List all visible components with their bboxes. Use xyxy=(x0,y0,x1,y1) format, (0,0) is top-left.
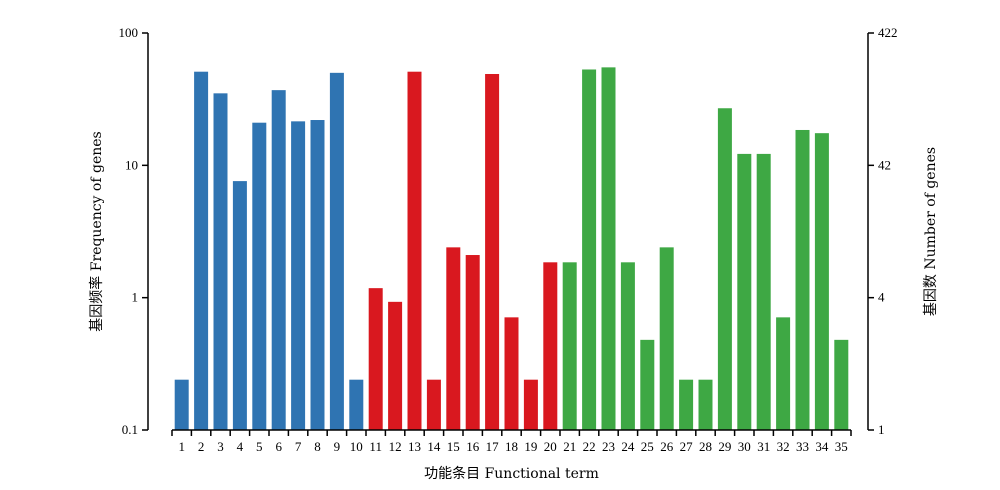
bar-35 xyxy=(834,339,849,430)
bar-16 xyxy=(465,255,480,430)
bar-34 xyxy=(814,133,829,430)
left-tick-label: 0.1 xyxy=(122,422,138,437)
bar-12 xyxy=(388,301,403,430)
x-tick-label: 19 xyxy=(524,439,537,454)
x-tick-label: 15 xyxy=(447,439,460,454)
x-tick-label: 27 xyxy=(680,439,694,454)
bar-11 xyxy=(368,288,383,430)
bar-32 xyxy=(776,317,791,430)
x-tick-label: 29 xyxy=(718,439,731,454)
bar-7 xyxy=(291,121,306,431)
bar-9 xyxy=(329,72,344,430)
x-tick-label: 8 xyxy=(314,439,321,454)
x-tick-label: 34 xyxy=(815,439,829,454)
x-axis-title: 功能条目 Functional term xyxy=(424,465,599,482)
right-tick-label: 1 xyxy=(878,422,885,437)
x-tick-label: 9 xyxy=(334,439,341,454)
bar-25 xyxy=(640,339,655,430)
bar-17 xyxy=(485,73,500,431)
x-tick-label: 25 xyxy=(641,439,654,454)
right-y-axis-title: 基因数 Number of genes xyxy=(922,147,939,316)
bar-4 xyxy=(232,181,247,430)
bar-1 xyxy=(174,379,189,430)
x-tick-label: 20 xyxy=(544,439,557,454)
bars-group xyxy=(174,67,849,431)
x-tick-label: 10 xyxy=(350,439,363,454)
x-tick-label: 13 xyxy=(408,439,421,454)
x-tick-label: 16 xyxy=(466,439,480,454)
bar-33 xyxy=(795,129,810,431)
x-tick-label: 30 xyxy=(738,439,751,454)
left-tick-label: 10 xyxy=(125,157,138,172)
bar-27 xyxy=(679,379,694,430)
x-tick-label: 35 xyxy=(835,439,848,454)
bar-23 xyxy=(601,67,616,430)
x-tick-label: 32 xyxy=(777,439,790,454)
x-tick-label: 17 xyxy=(486,439,500,454)
x-tick-label: 7 xyxy=(295,439,302,454)
x-tick-label: 11 xyxy=(369,439,382,454)
bar-5 xyxy=(252,122,267,430)
bar-15 xyxy=(446,247,461,430)
x-tick-label: 23 xyxy=(602,439,615,454)
x-tick-label: 26 xyxy=(660,439,674,454)
left-tick-label: 1 xyxy=(132,290,139,305)
right-tick-label: 42 xyxy=(878,157,891,172)
x-tick-label: 1 xyxy=(178,439,185,454)
x-tick-label: 2 xyxy=(198,439,205,454)
x-tick-label: 21 xyxy=(563,439,576,454)
bar-2 xyxy=(194,71,209,430)
bar-20 xyxy=(543,262,558,430)
x-tick-label: 28 xyxy=(699,439,712,454)
x-tick-label: 22 xyxy=(583,439,596,454)
bar-10 xyxy=(349,379,364,430)
bar-14 xyxy=(426,379,441,430)
bar-29 xyxy=(717,108,732,431)
bar-21 xyxy=(562,262,577,430)
bar-8 xyxy=(310,120,325,430)
left-tick-label: 100 xyxy=(119,25,139,40)
x-tick-label: 24 xyxy=(621,439,635,454)
x-tick-label: 12 xyxy=(389,439,402,454)
x-tick-label: 5 xyxy=(256,439,263,454)
left-y-axis-title: 基因频率 Frequency of genes xyxy=(88,131,105,331)
bar-26 xyxy=(659,247,674,430)
bar-24 xyxy=(620,262,635,430)
bar-3 xyxy=(213,93,228,431)
right-tick-label: 422 xyxy=(878,25,898,40)
bar-31 xyxy=(756,153,771,431)
right-tick-label: 4 xyxy=(878,290,885,305)
bar-18 xyxy=(504,317,519,430)
bar-13 xyxy=(407,71,422,430)
x-tick-label: 33 xyxy=(796,439,809,454)
x-tick-label: 3 xyxy=(217,439,224,454)
x-tick-label: 14 xyxy=(427,439,441,454)
x-tick-label: 4 xyxy=(237,439,244,454)
bar-30 xyxy=(737,153,752,431)
bar-19 xyxy=(523,379,538,430)
x-tick-label: 18 xyxy=(505,439,518,454)
bar-22 xyxy=(582,69,597,431)
x-tick-label: 6 xyxy=(275,439,282,454)
x-tick-label: 31 xyxy=(757,439,770,454)
bar-28 xyxy=(698,379,713,430)
bar-6 xyxy=(271,90,286,431)
